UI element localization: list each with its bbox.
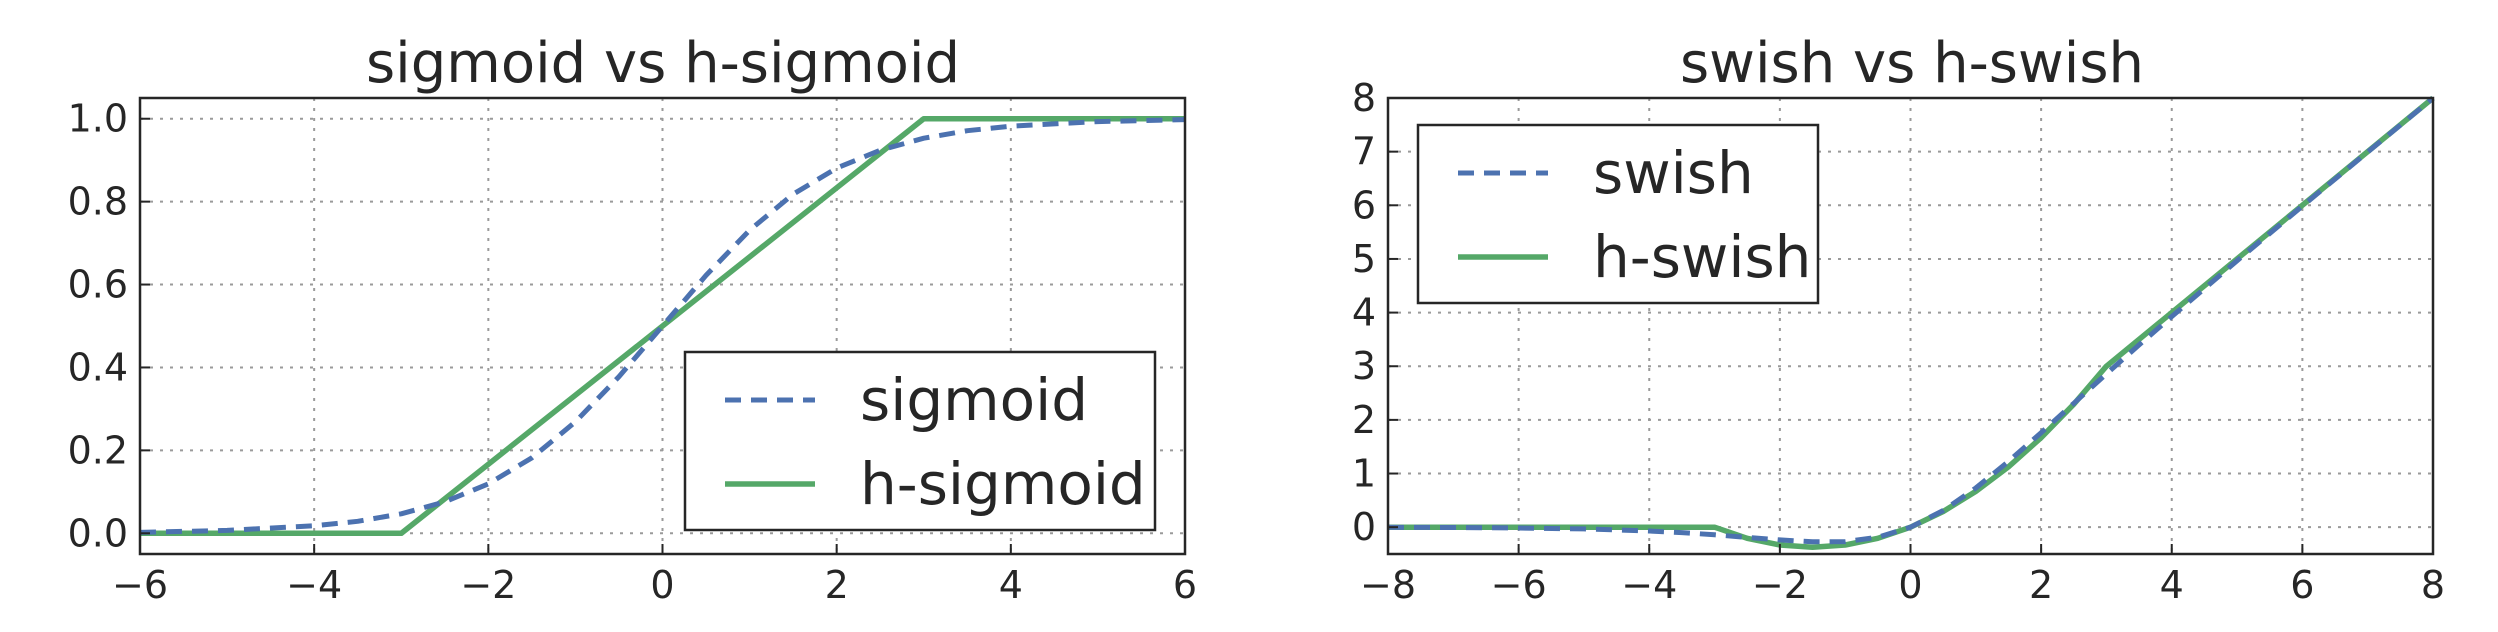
legend: swish h-swish xyxy=(1416,123,1820,305)
legend: sigmoid h-sigmoid xyxy=(683,350,1157,532)
x-tick-label: −4 xyxy=(1621,563,1677,607)
x-tick-label: −4 xyxy=(286,563,342,607)
chart-title: swish vs h-swish xyxy=(1680,31,2144,96)
legend-box xyxy=(1416,123,1820,305)
series xyxy=(139,115,1186,537)
tick-labels: −8 −6 −4 −2 0 2 4 6 8 0 1 2 3 4 5 6 7 8 xyxy=(1352,76,2445,607)
grid xyxy=(1387,97,2434,554)
x-tick-label: 2 xyxy=(2029,563,2053,607)
y-tick-label: 1 xyxy=(1352,452,1376,496)
y-tick-label: 2 xyxy=(1352,398,1376,442)
x-tick-label: 2 xyxy=(825,563,849,607)
x-tick-label: −8 xyxy=(1360,563,1416,607)
legend-label-h-swish: h-swish xyxy=(1593,223,1811,291)
x-tick-label: 8 xyxy=(2421,563,2445,607)
x-tick-label: −2 xyxy=(1752,563,1808,607)
chart-title: sigmoid vs h-sigmoid xyxy=(366,31,960,96)
y-tick-label: 5 xyxy=(1352,237,1376,281)
y-tick-label: 3 xyxy=(1352,344,1376,388)
y-tick-label: 0.0 xyxy=(68,511,128,555)
x-tick-label: 0 xyxy=(1898,563,1922,607)
swish-chart: swish vs h-swish −8 −6 −4 −2 0 2 4 6 8012345678 … xyxy=(1352,31,2445,607)
x-tick-label: −2 xyxy=(460,563,516,607)
x-tick-label: 6 xyxy=(2290,563,2314,607)
series-line-sigmoid xyxy=(139,117,1186,535)
y-tick-label: 6 xyxy=(1352,183,1376,227)
y-tick-label: 0.2 xyxy=(68,428,128,472)
legend-label-h-sigmoid: h-sigmoid xyxy=(860,450,1146,518)
series-line-swish xyxy=(1387,96,2435,545)
y-tick-label: 0.4 xyxy=(68,345,128,389)
y-tick-label: 7 xyxy=(1352,130,1376,174)
series-line-h-sigmoid xyxy=(140,115,1185,537)
y-tick-label: 0.8 xyxy=(68,180,128,224)
series xyxy=(1387,95,2435,551)
x-tick-label: −6 xyxy=(112,563,168,607)
legend-label-sigmoid: sigmoid xyxy=(860,366,1088,434)
y-tick-label: 0.6 xyxy=(68,263,128,307)
y-tick-label: 4 xyxy=(1352,291,1376,335)
y-tick-label: 8 xyxy=(1352,76,1376,120)
y-tick-label: 0 xyxy=(1352,505,1376,549)
x-tick-label: −6 xyxy=(1491,563,1547,607)
y-tick-label: 1.0 xyxy=(68,97,128,141)
legend-box xyxy=(683,350,1157,532)
tick-labels: −6 −4 −2 0 2 4 6 0.0 0.2 0.4 0.6 0.8 1.0 xyxy=(68,97,1198,607)
x-tick-label: 0 xyxy=(650,563,674,607)
x-tick-label: 4 xyxy=(2160,563,2184,607)
sigmoid-chart: sigmoid vs h-sigmoid −6 −4 −2 0 2 4 6 0.0 0.2 0.4… xyxy=(68,31,1198,607)
x-tick-label: 6 xyxy=(1173,563,1197,607)
legend-label-swish: swish xyxy=(1593,139,1754,207)
x-tick-label: 4 xyxy=(999,563,1023,607)
